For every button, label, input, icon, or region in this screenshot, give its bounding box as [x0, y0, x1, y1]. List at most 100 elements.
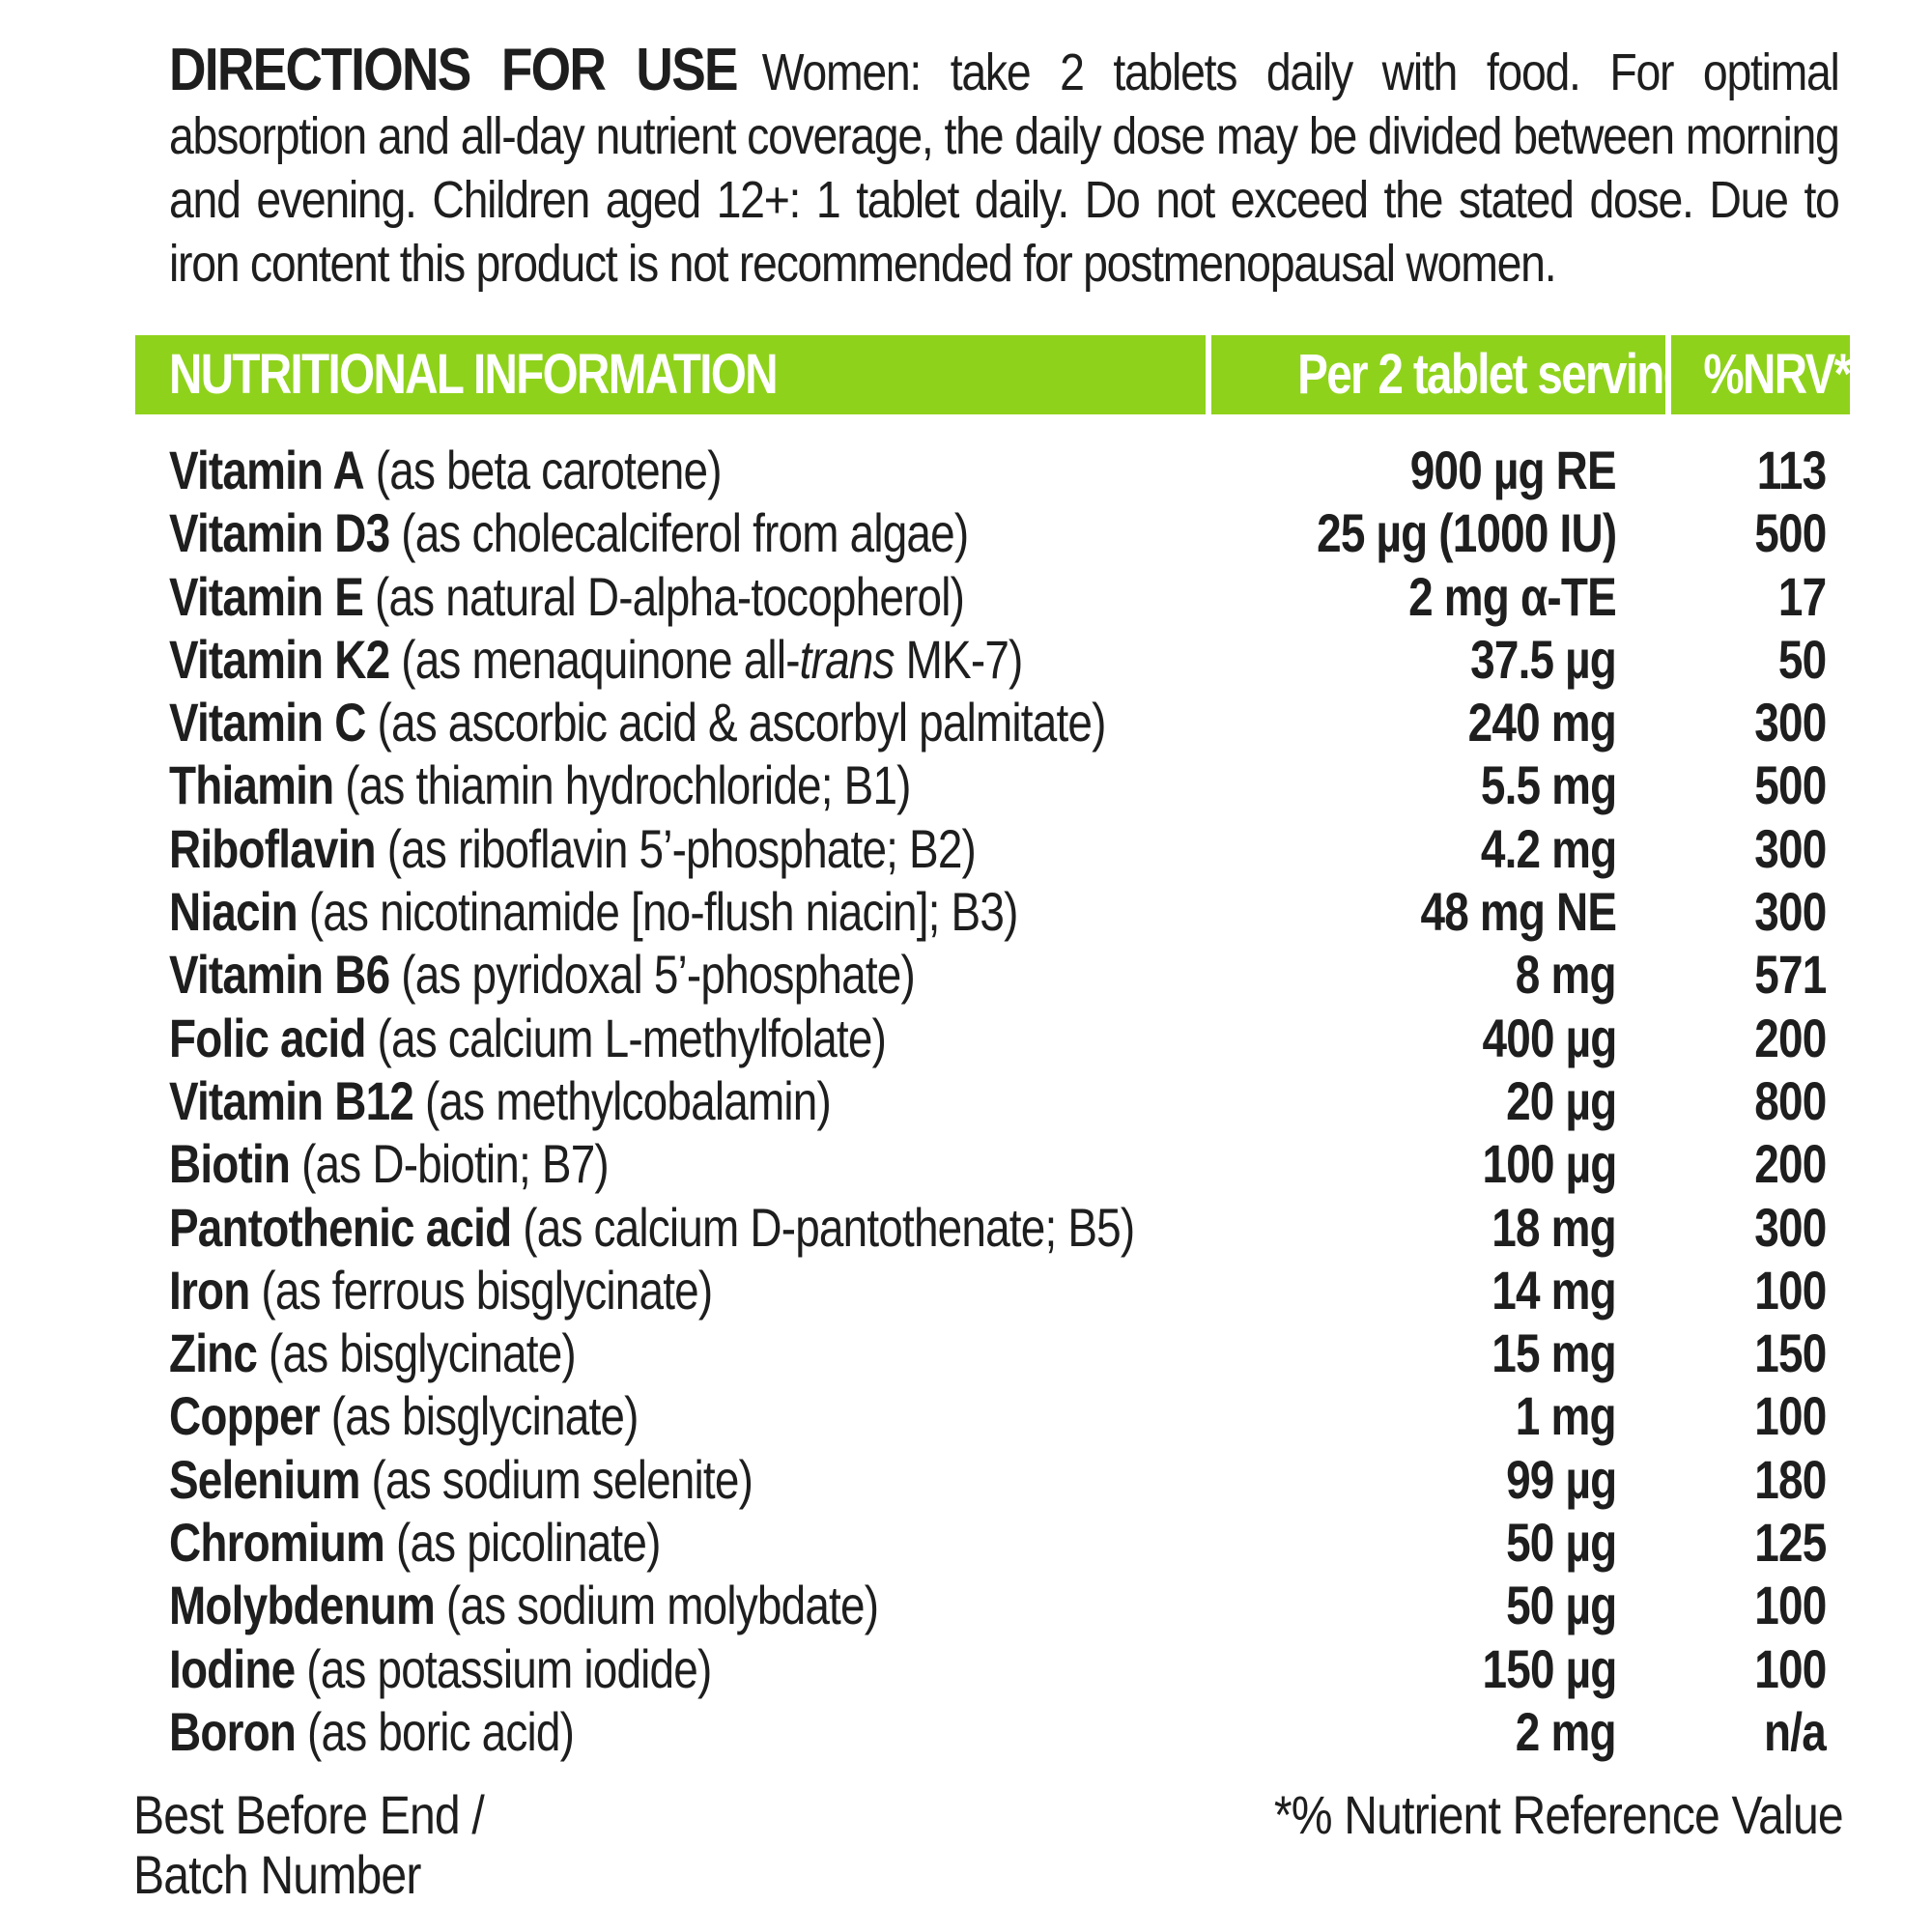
nutrient-cell: Boron (as boric acid): [169, 1700, 575, 1763]
nutrient-name: Copper: [169, 1385, 321, 1447]
nutrient-source: (as picolinate): [384, 1512, 661, 1574]
nutrient-source-italic: trans: [799, 628, 895, 690]
nutrient-name: Folic acid: [169, 1007, 366, 1068]
nutrient-name: Biotin: [169, 1133, 291, 1195]
nutrient-source: (as boric acid): [296, 1700, 575, 1762]
nutrient-source: (as nicotinamide [no-flush niacin]; B3): [297, 881, 1019, 943]
nutrient-cell: Molybdenum (as sodium molybdate): [169, 1574, 879, 1636]
table-row: Folic acid (as calcium L-methylfolate) 40…: [169, 1007, 1827, 1069]
nutrient-cell: Folic acid (as calcium L-methylfolate): [169, 1007, 887, 1069]
table-row: Iron (as ferrous bisglycinate) 14 mg 100: [169, 1259, 1827, 1321]
table-row: Vitamin C (as ascorbic acid & ascorbyl p…: [169, 691, 1827, 753]
nutrient-name: Vitamin E: [169, 565, 364, 627]
table-row: Selenium (as sodium selenite) 99 µg 180: [169, 1448, 1827, 1511]
table-row: Boron (as boric acid) 2 mg n/a: [169, 1700, 1827, 1763]
nutrient-source: (as calcium L-methylfolate): [365, 1007, 887, 1068]
directions-heading: DIRECTIONS FOR USE: [169, 37, 739, 103]
nutrient-cell: Selenium (as sodium selenite): [169, 1448, 753, 1511]
nutrient-amount: 150 µg: [1482, 1637, 1617, 1699]
nutrient-source: (as beta carotene): [363, 440, 723, 500]
nutrient-nrv: 300: [1753, 817, 1827, 879]
nutrient-amount: 25 µg (1000 IU): [1316, 502, 1617, 564]
nutrient-cell: Vitamin B6 (as pyridoxal 5’-phosphate): [169, 943, 916, 1006]
nutrient-name: Vitamin B12: [169, 1069, 414, 1131]
nutrient-nrv: 17: [1777, 565, 1827, 627]
batch-number-line: Batch Number: [133, 1844, 421, 1905]
nutrient-source: (as cholecalciferol from algae): [389, 502, 969, 564]
nutrient-source: (as riboflavin 5’-phosphate; B2): [375, 817, 977, 879]
nutrient-amount: 15 mg: [1492, 1322, 1616, 1384]
nutrient-nrv: 100: [1753, 1637, 1827, 1699]
nutrient-amount: 50 µg: [1505, 1575, 1617, 1636]
nutrient-nrv: 100: [1753, 1385, 1827, 1447]
table-row: Thiamin (as thiamin hydrochloride; B1) 5.…: [169, 753, 1827, 816]
nutrient-nrv: 500: [1753, 502, 1827, 564]
nutrient-cell: Niacin (as nicotinamide [no-flush niacin…: [169, 880, 1018, 943]
nutrient-amount: 4.2 mg: [1480, 817, 1616, 879]
nutrient-source: (as pyridoxal 5’-phosphate): [389, 944, 916, 1006]
directions-for-use: DIRECTIONS FOR USE Women: take 2 tablets …: [169, 37, 1840, 296]
nutrient-name: Chromium: [169, 1512, 385, 1574]
nutrient-amount: 8 mg: [1516, 944, 1617, 1006]
nutrient-name: Niacin: [169, 881, 298, 943]
nutrient-name: Riboflavin: [169, 817, 377, 879]
table-row: Vitamin A (as beta carotene) 900 µg RE 113: [169, 439, 1827, 501]
nutrient-source: (as methylcobalamin): [413, 1069, 832, 1131]
table-row: Iodine (as potassium iodide) 150 µg 100: [169, 1637, 1827, 1700]
table-row: Vitamin E (as natural D-alpha-tocopherol…: [169, 565, 1827, 628]
nutrient-source: (as potassium iodide): [295, 1637, 712, 1699]
nutrient-name: Boron: [169, 1700, 297, 1762]
nutrient-cell: Thiamin (as thiamin hydrochloride; B1): [169, 753, 911, 816]
nutrient-nrv: n/a: [1764, 1700, 1827, 1762]
nutrient-nrv: 150: [1753, 1322, 1827, 1384]
nutrient-cell: Vitamin D3 (as cholecalciferol from alga…: [169, 501, 969, 564]
nutrient-cell: Iodine (as potassium iodide): [169, 1637, 712, 1700]
nutrient-name: Thiamin: [169, 754, 334, 816]
nutrient-source: (as calcium D-pantothenate; B5): [511, 1196, 1135, 1258]
nutrient-cell: Pantothenic acid (as calcium D-pantothen…: [169, 1196, 1135, 1259]
nutrient-amount: 50 µg: [1505, 1512, 1617, 1574]
nutrient-nrv: 300: [1753, 692, 1827, 753]
nutrient-source: (as menaquinone all-: [389, 628, 800, 690]
nutrient-amount: 20 µg: [1505, 1069, 1617, 1131]
table-row: Riboflavin (as riboflavin 5’-phosphate; …: [169, 817, 1827, 880]
nutrient-amount: 5.5 mg: [1480, 754, 1616, 816]
nutrient-name: Vitamin K2: [169, 628, 390, 690]
nutrient-nrv: 300: [1753, 1196, 1827, 1258]
nutrient-nrv: 50: [1777, 628, 1827, 690]
nutrient-source: (as thiamin hydrochloride; B1): [333, 754, 911, 816]
table-row: Vitamin D3 (as cholecalciferol from alga…: [169, 501, 1827, 564]
nutrient-cell: Chromium (as picolinate): [169, 1511, 661, 1574]
nutrient-amount: 37.5 µg: [1470, 628, 1617, 690]
nutrient-cell: Copper (as bisglycinate): [169, 1384, 639, 1447]
nutrient-source: (as ferrous bisglycinate): [249, 1259, 713, 1321]
nutrient-name: Selenium: [169, 1448, 360, 1510]
best-before-batch-label: Best Before End / Batch Number: [133, 1784, 485, 1905]
nutrition-table-body: Vitamin A (as beta carotene) 900 µg RE 113…: [169, 439, 1827, 1763]
nrv-footnote: *% Nutrient Reference Value: [1274, 1784, 1844, 1845]
nutrient-amount: 18 mg: [1492, 1196, 1616, 1258]
nutrient-source: (as sodium selenite): [359, 1448, 753, 1510]
table-row: Zinc (as bisglycinate) 15 mg 150: [169, 1321, 1827, 1384]
nutrient-name: Vitamin D3: [169, 502, 390, 564]
nutrient-cell: Iron (as ferrous bisglycinate): [169, 1259, 713, 1321]
nutrient-cell: Vitamin C (as ascorbic acid & ascorbyl p…: [169, 691, 1106, 753]
header-nutritional-information: NUTRITIONAL INFORMATION: [135, 335, 1206, 414]
best-before-line: Best Before End /: [133, 1784, 485, 1845]
nutrient-cell: Riboflavin (as riboflavin 5’-phosphate; …: [169, 817, 977, 880]
nutrient-nrv: 800: [1753, 1069, 1827, 1131]
nutrient-amount: 99 µg: [1505, 1448, 1617, 1510]
directions-text: Women: take 2 tablets daily with food. F…: [169, 43, 1840, 293]
nutrient-name: Vitamin A: [169, 440, 365, 500]
nutrient-amount: 2 mg: [1516, 1700, 1617, 1762]
nutrient-cell: Vitamin A (as beta carotene): [169, 439, 723, 501]
nutrient-cell: Biotin (as D-biotin; B7): [169, 1132, 610, 1195]
header-per-serving: Per 2 tablet serving: [1211, 335, 1665, 414]
table-row: Chromium (as picolinate) 50 µg 125: [169, 1511, 1827, 1574]
nutrient-name: Iron: [169, 1259, 250, 1321]
table-row: Niacin (as nicotinamide [no-flush niacin…: [169, 880, 1827, 943]
nutrient-amount: 400 µg: [1482, 1007, 1617, 1068]
table-row: Vitamin K2 (as menaquinone all-trans MK-…: [169, 628, 1827, 691]
nutrient-amount: 14 mg: [1492, 1259, 1616, 1321]
table-row: Vitamin B12 (as methylcobalamin) 20 µg 800: [169, 1069, 1827, 1132]
